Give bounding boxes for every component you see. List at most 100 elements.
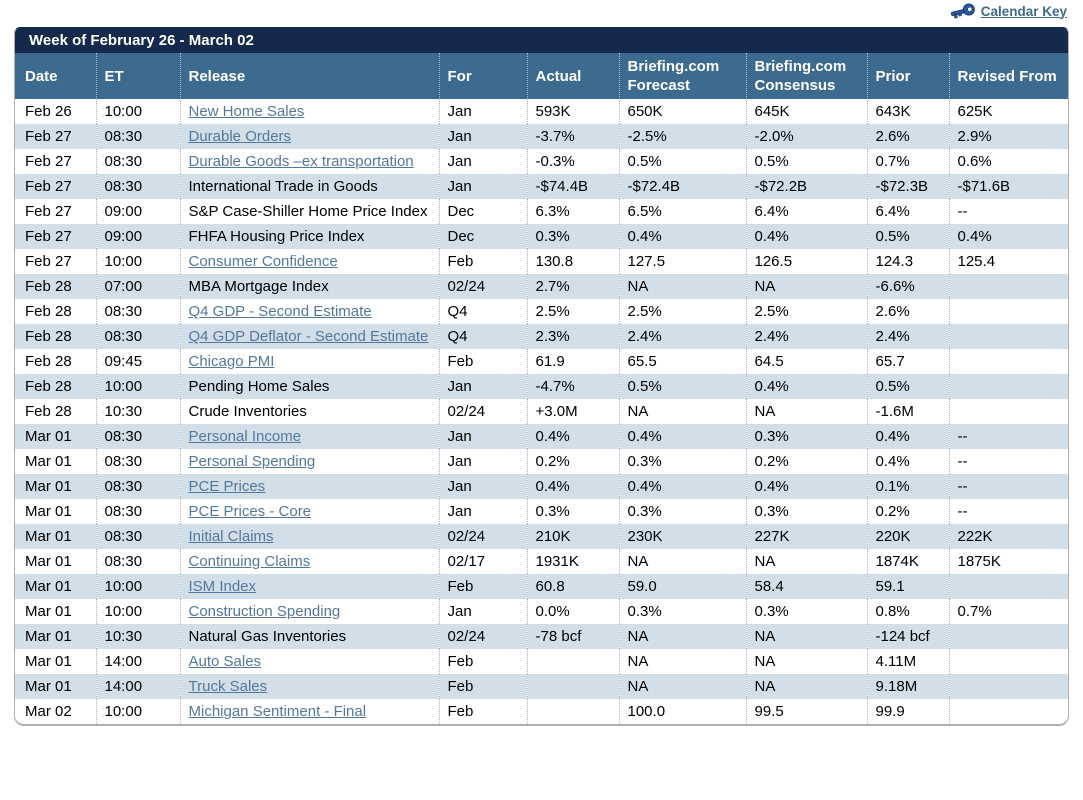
- release-link[interactable]: Construction Spending: [188, 603, 341, 620]
- cell-for: 02/24: [438, 524, 527, 549]
- cell-date: Feb 28: [25, 353, 72, 370]
- cell-actual: 593K: [526, 99, 619, 124]
- cell-actual: 0.4%: [526, 474, 619, 499]
- table-row: Feb 27 10:00 Consumer Confidence Feb 130.8 12…: [15, 249, 1068, 274]
- cell-revised: --: [948, 199, 1068, 224]
- cell-actual: 0.2%: [526, 449, 619, 474]
- cell-prior: 6.4%: [866, 199, 949, 224]
- cell-revised: 1875K: [948, 549, 1068, 574]
- table-row: Feb 28 08:30 Q4 GDP - Second Estimate Q4 2.5…: [15, 299, 1068, 324]
- cell-release: Crude Inventories: [179, 399, 439, 424]
- release-link[interactable]: Q4 GDP Deflator - Second Estimate: [188, 328, 429, 345]
- table-row: Mar 01 08:30 Initial Claims 02/24 210K 230K 22…: [15, 524, 1068, 549]
- cell-for: Jan: [438, 149, 527, 174]
- release-link[interactable]: ISM Index: [188, 578, 257, 595]
- cell-date: Feb 28: [25, 278, 72, 295]
- cell-actual: [526, 699, 619, 724]
- cell-consensus: 2.4%: [745, 324, 867, 349]
- cell-forecast: -$72.4B: [618, 174, 746, 199]
- release-link[interactable]: Q4 GDP - Second Estimate: [188, 303, 372, 320]
- cell-revised: [948, 324, 1068, 349]
- topbar: Calendar Key: [950, 1, 1067, 21]
- cell-actual: 2.7%: [526, 274, 619, 299]
- cell-forecast: NA: [618, 649, 746, 674]
- cell-release: Michigan Sentiment - Final: [179, 699, 439, 724]
- cell-release: Natural Gas Inventories: [179, 624, 439, 649]
- cell-date: Feb 27: [25, 128, 72, 145]
- cell-for: Feb: [438, 649, 527, 674]
- table-row: Mar 01 10:00 Construction Spending Jan 0.0% 0…: [15, 599, 1068, 624]
- release-link[interactable]: Durable Orders: [188, 128, 292, 145]
- cell-release: International Trade in Goods: [179, 174, 439, 199]
- release-link[interactable]: Auto Sales: [188, 653, 262, 670]
- cell-release: Construction Spending: [179, 599, 439, 624]
- cell-forecast: 0.5%: [618, 149, 746, 174]
- col-header-consensus: Briefing.com Consensus: [745, 53, 867, 99]
- release-link[interactable]: Consumer Confidence: [188, 253, 338, 270]
- release-link[interactable]: Personal Spending: [188, 453, 316, 470]
- cell-et: 14:00: [95, 649, 180, 674]
- cell-consensus: 0.4%: [745, 474, 867, 499]
- cell-revised: --: [948, 424, 1068, 449]
- cell-forecast: 230K: [618, 524, 746, 549]
- cell-consensus: 0.4%: [745, 374, 867, 399]
- cell-date: Feb 27: [25, 228, 72, 245]
- cell-actual: -78 bcf: [526, 624, 619, 649]
- release-link[interactable]: PCE Prices: [188, 478, 266, 495]
- cell-release: Chicago PMI: [179, 349, 439, 374]
- cell-prior: 2.6%: [866, 124, 949, 149]
- release-link[interactable]: Truck Sales: [188, 678, 268, 695]
- cell-et: 08:30: [95, 149, 180, 174]
- release-link[interactable]: PCE Prices - Core: [188, 503, 312, 520]
- cell-release: ISM Index: [179, 574, 439, 599]
- cell-actual: 210K: [526, 524, 619, 549]
- cell-forecast: 127.5: [618, 249, 746, 274]
- cell-et: 08:30: [95, 424, 180, 449]
- cell-forecast: 0.4%: [618, 224, 746, 249]
- cell-et: 08:30: [95, 324, 180, 349]
- cell-revised: 0.7%: [948, 599, 1068, 624]
- release-link[interactable]: Durable Goods –ex transportation: [188, 153, 414, 170]
- release-link[interactable]: Michigan Sentiment - Final: [188, 703, 367, 720]
- cell-prior: -$72.3B: [866, 174, 949, 199]
- cell-et: 09:00: [95, 199, 180, 224]
- cell-for: Feb: [438, 699, 527, 724]
- cell-prior: 0.2%: [866, 499, 949, 524]
- cell-forecast: NA: [618, 549, 746, 574]
- cell-actual: [526, 649, 619, 674]
- cell-prior: 220K: [866, 524, 949, 549]
- release-link[interactable]: Initial Claims: [188, 528, 274, 545]
- cell-et: 10:30: [95, 399, 180, 424]
- cell-actual: -0.3%: [526, 149, 619, 174]
- cell-et: 09:45: [95, 349, 180, 374]
- cell-forecast: NA: [618, 274, 746, 299]
- table-row: Mar 01 08:30 Personal Income Jan 0.4% 0.4% 0.3…: [15, 424, 1068, 449]
- cell-actual: -4.7%: [526, 374, 619, 399]
- col-header-revised-from: Revised From: [948, 53, 1068, 99]
- cell-revised: [948, 649, 1068, 674]
- cell-prior: 2.4%: [866, 324, 949, 349]
- cell-revised: [948, 624, 1068, 649]
- release-link[interactable]: Personal Income: [188, 428, 302, 445]
- release-link[interactable]: Chicago PMI: [188, 353, 275, 370]
- cell-actual: -$74.4B: [526, 174, 619, 199]
- cell-forecast: 6.5%: [618, 199, 746, 224]
- release-link[interactable]: New Home Sales: [188, 103, 305, 120]
- cell-et: 10:00: [95, 599, 180, 624]
- release-link[interactable]: Continuing Claims: [188, 553, 311, 570]
- calendar-table: Date ET Release For Actual Briefing.com …: [15, 53, 1068, 724]
- table-row: Mar 01 14:00 Truck Sales Feb NA NA 9.18M: [15, 674, 1068, 699]
- cell-et: 14:00: [95, 674, 180, 699]
- cell-for: 02/24: [438, 274, 527, 299]
- table-row: Feb 27 08:30 International Trade in Goods J…: [15, 174, 1068, 199]
- cell-revised: --: [948, 474, 1068, 499]
- cell-release: Personal Spending: [179, 449, 439, 474]
- cell-et: 07:00: [95, 274, 180, 299]
- calendar-key-link[interactable]: Calendar Key: [980, 3, 1067, 19]
- table-row: Feb 27 09:00 FHFA Housing Price Index Dec 0.…: [15, 224, 1068, 249]
- cell-for: Feb: [438, 574, 527, 599]
- cell-et: 10:00: [95, 574, 180, 599]
- cell-prior: 59.1: [866, 574, 949, 599]
- cell-revised: 0.6%: [948, 149, 1068, 174]
- cell-revised: [948, 574, 1068, 599]
